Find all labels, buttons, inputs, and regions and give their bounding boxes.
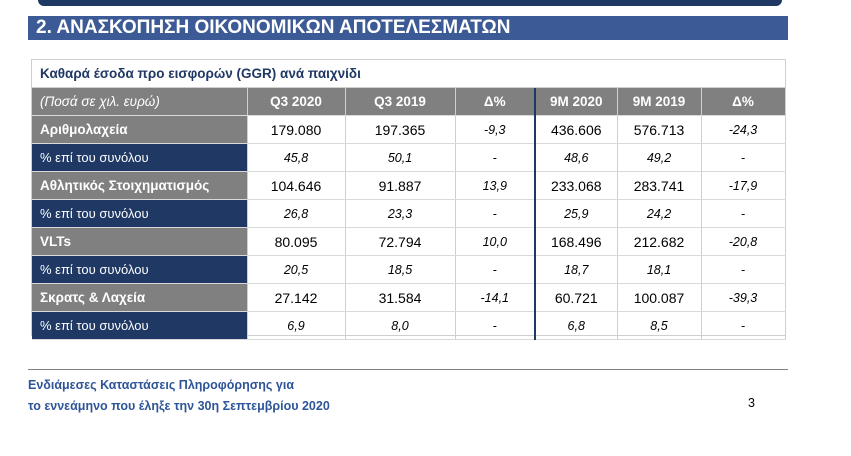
table-cell: 49,2	[617, 143, 702, 172]
table-cell: 576.713	[617, 115, 702, 144]
table-cell: 91.887	[345, 171, 456, 200]
row-label: % επί του συνόλου	[32, 143, 248, 172]
section-title: 2. ΑΝΑΣΚΟΠΗΣΗ ΟΙΚΟΝΟΜΙΚΩΝ ΑΠΟΤΕΛΕΣΜΑΤΩΝ	[28, 16, 788, 40]
ggr-table: (Ποσά σε χιλ. ευρώ) Q3 2020 Q3 2019 Δ% 9…	[32, 88, 786, 340]
table-cell: -24,3	[701, 115, 786, 144]
percentage-row: % επί του συνόλου 45,8 50,1-48,6 49,2-	[32, 143, 786, 172]
table-cell: 31.584	[345, 283, 456, 312]
game-row: VLTs 80.095 72.794 10,0 168.496 212.682 -20,8	[32, 227, 786, 256]
table-cell: 6,9	[247, 311, 346, 340]
table-cell: 168.496	[535, 227, 618, 256]
percentage-row: % επί του συνόλου 6,9 8,0-6,8 8,5-	[32, 311, 786, 340]
table-cell: 179.080	[247, 115, 346, 144]
table-cell: -20,8	[701, 227, 786, 256]
table-cell: 6,8	[535, 311, 618, 340]
table-cell: 18,1	[617, 255, 702, 284]
row-label: % επί του συνόλου	[32, 311, 248, 340]
table-cell: -	[455, 143, 536, 172]
table-cell: -9,3	[455, 115, 536, 144]
table-cell: 100.087	[617, 283, 702, 312]
table-cell: 233.068	[535, 171, 618, 200]
table-cell: -	[701, 255, 786, 284]
table-cell: -39,3	[701, 283, 786, 312]
percentage-row: % επί του συνόλου 20,5 18,5-18,7 18,1-	[32, 255, 786, 284]
page-number: 3	[748, 396, 755, 410]
table-cell: 27.142	[247, 283, 346, 312]
header-q3-2020: Q3 2020	[247, 88, 346, 116]
table-cell: 20,5	[247, 255, 346, 284]
table-cell: 50,1	[345, 143, 456, 172]
footer-line-2: το εννεάμηνο που έληξε την 30η Σεπτεμβρί…	[28, 399, 330, 413]
table-cell: 26,8	[247, 199, 346, 228]
game-row: Σκρατς & Λαχεία 27.142 31.584 -14,1 60.721 10…	[32, 283, 786, 312]
row-label: Αθλητικός Στοιχηματισμός	[32, 171, 248, 200]
header-units: (Ποσά σε χιλ. ευρώ)	[32, 88, 248, 116]
table-cell: 8,5	[617, 311, 702, 340]
row-label: Σκρατς & Λαχεία	[32, 283, 248, 312]
table-cell: -	[455, 311, 536, 340]
table-cell: -17,9	[701, 171, 786, 200]
table-cell: 13,9	[455, 171, 536, 200]
table-cell: -	[701, 199, 786, 228]
table-cell: 197.365	[345, 115, 456, 144]
row-label: VLTs	[32, 227, 248, 256]
table-cell: 72.794	[345, 227, 456, 256]
table-cell: 60.721	[535, 283, 618, 312]
table-cell: 80.095	[247, 227, 346, 256]
game-row: Αριθμολαχεία 179.080 197.365 -9,3 436.606 576…	[32, 115, 786, 144]
table-cell: -14,1	[455, 283, 536, 312]
ggr-table-container: Καθαρά έσοδα προ εισφορών (GGR) ανά παιχ…	[31, 59, 786, 340]
table-cell: 283.741	[617, 171, 702, 200]
footer-line-1: Ενδιάμεσες Καταστάσεις Πληροφόρησης για	[28, 378, 294, 392]
row-label: % επί του συνόλου	[32, 255, 248, 284]
game-row: Αθλητικός Στοιχηματισμός 104.646 91.887 13,…	[32, 171, 786, 200]
header-delta-9m: Δ%	[701, 88, 786, 116]
header-delta-q3: Δ%	[455, 88, 536, 116]
top-decorative-bar	[38, 0, 782, 6]
table-cell: 45,8	[247, 143, 346, 172]
table-cell: -	[701, 311, 786, 340]
table-cell: -	[701, 143, 786, 172]
footer-text: Ενδιάμεσες Καταστάσεις Πληροφόρησης για …	[28, 375, 330, 417]
table-header-row: (Ποσά σε χιλ. ευρώ) Q3 2020 Q3 2019 Δ% 9…	[32, 88, 786, 116]
table-caption: Καθαρά έσοδα προ εισφορών (GGR) ανά παιχ…	[32, 60, 785, 88]
table-cell: 25,9	[535, 199, 618, 228]
table-cell: 10,0	[455, 227, 536, 256]
table-cell: 48,6	[535, 143, 618, 172]
table-cell: -	[455, 199, 536, 228]
table-cell: 8,0	[345, 311, 456, 340]
table-cell: 23,3	[345, 199, 456, 228]
header-9m-2020: 9M 2020	[535, 88, 618, 116]
table-cell: 212.682	[617, 227, 702, 256]
table-cell: 436.606	[535, 115, 618, 144]
header-q3-2019: Q3 2019	[345, 88, 456, 116]
table-cell: 104.646	[247, 171, 346, 200]
header-9m-2019: 9M 2019	[617, 88, 702, 116]
table-cell: 18,7	[535, 255, 618, 284]
table-cell: -	[455, 255, 536, 284]
row-label: Αριθμολαχεία	[32, 115, 248, 144]
table-cell: 18,5	[345, 255, 456, 284]
footer-divider	[28, 369, 788, 370]
row-label: % επί του συνόλου	[32, 199, 248, 228]
table-cell: 24,2	[617, 199, 702, 228]
percentage-row: % επί του συνόλου 26,8 23,3-25,9 24,2-	[32, 199, 786, 228]
